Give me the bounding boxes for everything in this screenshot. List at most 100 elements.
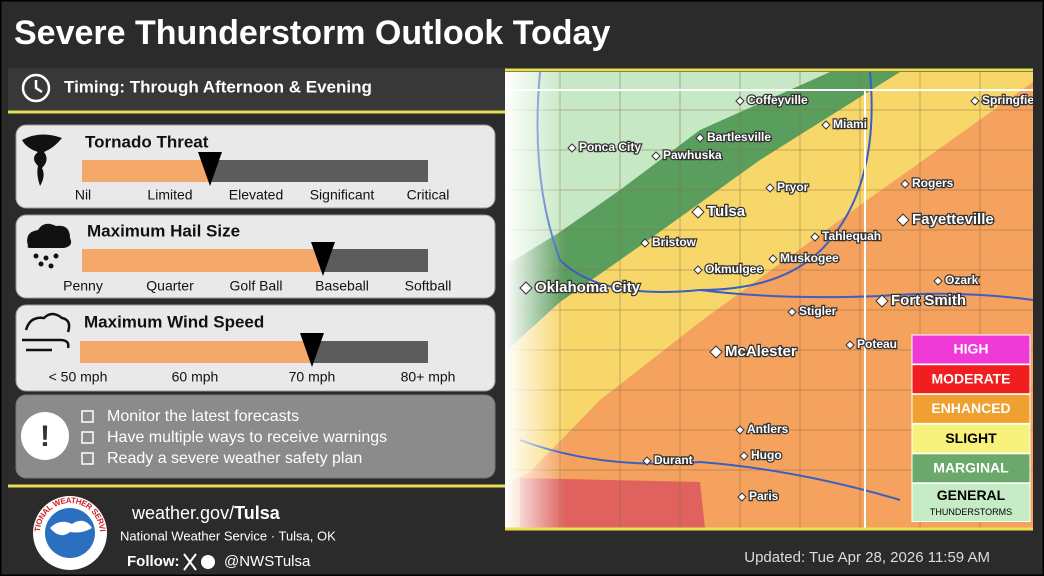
city-label: Bartlesville bbox=[707, 130, 771, 144]
city-marker bbox=[693, 265, 703, 275]
threat-marker bbox=[300, 333, 324, 367]
city-marker bbox=[642, 456, 652, 466]
handle: @NWSTulsa bbox=[224, 553, 311, 570]
city-label: Okmulgee bbox=[705, 262, 763, 276]
checkbox bbox=[81, 431, 94, 444]
city-marker bbox=[651, 151, 661, 161]
scale-label: Limited bbox=[147, 187, 192, 203]
general-area bbox=[505, 72, 830, 266]
map-fade bbox=[505, 72, 565, 528]
legend-label: MODERATE bbox=[931, 370, 1010, 386]
city-marker bbox=[735, 96, 745, 106]
city-marker bbox=[787, 307, 797, 317]
city-marker bbox=[768, 254, 778, 264]
updated: Updated: Tue Apr 28, 2026 11:59 AM bbox=[744, 549, 990, 566]
threat-marker bbox=[198, 152, 222, 186]
city-marker bbox=[737, 492, 747, 502]
scale-label: Nil bbox=[75, 187, 91, 203]
checkbox bbox=[81, 410, 94, 423]
city-marker bbox=[970, 96, 980, 106]
city-marker bbox=[765, 183, 775, 193]
city-label: Oklahoma City bbox=[535, 279, 641, 296]
city-marker bbox=[810, 232, 820, 242]
city-marker bbox=[640, 238, 650, 248]
legend-swatch bbox=[911, 364, 1031, 395]
scale-label: 60 mph bbox=[172, 369, 219, 385]
city-label: Paris bbox=[749, 489, 779, 503]
office: National Weather Service · Tulsa, OK bbox=[120, 528, 336, 543]
legend-swatch bbox=[911, 393, 1031, 424]
clock-hands bbox=[34, 80, 43, 94]
website: weather.gov/Tulsa bbox=[131, 503, 281, 523]
city-label: Durant bbox=[654, 453, 693, 467]
nws-logo-cloud bbox=[50, 520, 92, 536]
website-office: Tulsa bbox=[234, 503, 281, 523]
facebook-icon bbox=[201, 555, 215, 569]
panel-title: Maximum Wind Speed bbox=[84, 312, 264, 331]
threat-fill bbox=[82, 249, 323, 272]
alert-mark: ! bbox=[40, 420, 50, 453]
city-label: Springfield bbox=[982, 93, 1044, 107]
actions-panel bbox=[15, 394, 496, 479]
panel-title: Tornado Threat bbox=[85, 132, 209, 151]
city-label: Coffeyville bbox=[747, 93, 808, 107]
city-label: Bristow bbox=[652, 235, 697, 249]
moderate-area bbox=[520, 478, 705, 528]
panel-title: Maximum Hail Size bbox=[87, 221, 240, 240]
x-icon bbox=[183, 553, 197, 571]
scale-label: 70 mph bbox=[289, 369, 336, 385]
scale-label: Critical bbox=[407, 187, 450, 203]
city-marker bbox=[821, 120, 831, 130]
legend-label: SLIGHT bbox=[945, 430, 997, 446]
city-marker bbox=[735, 425, 745, 435]
scale-label: Golf Ball bbox=[230, 278, 283, 294]
nws-logo-inner bbox=[45, 508, 95, 558]
legend-swatch bbox=[911, 483, 1031, 522]
threat-marker bbox=[311, 242, 335, 276]
action-item: Monitor the latest forecasts bbox=[107, 408, 299, 425]
alert-icon bbox=[21, 412, 69, 460]
city-label: Ponca City bbox=[579, 140, 641, 154]
scale-label: Quarter bbox=[146, 278, 194, 294]
city-marker bbox=[567, 143, 577, 153]
clock-icon bbox=[21, 73, 51, 103]
scale-label: < 50 mph bbox=[49, 369, 108, 385]
city-label: Fayetteville bbox=[912, 211, 994, 228]
legend-label: MARGINAL bbox=[933, 460, 1009, 476]
legend-sublabel: THUNDERSTORMS bbox=[930, 507, 1012, 517]
city-label: Rogers bbox=[912, 176, 954, 190]
scale-label: Penny bbox=[63, 278, 103, 294]
city-marker bbox=[739, 451, 749, 461]
action-item: Have multiple ways to receive warnings bbox=[107, 429, 387, 446]
city-label: Tulsa bbox=[707, 203, 746, 220]
city-label: Antlers bbox=[747, 422, 789, 436]
city-marker bbox=[519, 281, 533, 295]
legend-swatch bbox=[911, 334, 1031, 365]
city-label: Pawhuska bbox=[663, 148, 722, 162]
legend-label: GENERAL bbox=[937, 487, 1006, 503]
tornado-icon bbox=[22, 134, 62, 186]
city-label: Stigler bbox=[799, 304, 837, 318]
legend-label: ENHANCED bbox=[931, 400, 1010, 416]
city-marker bbox=[875, 294, 889, 308]
wind-icon bbox=[22, 312, 71, 352]
city-marker bbox=[845, 340, 855, 350]
city-marker bbox=[695, 133, 705, 143]
hail-icon bbox=[27, 223, 72, 248]
city-label: Ozark bbox=[945, 273, 979, 287]
city-marker bbox=[900, 179, 910, 189]
city-label: Miami bbox=[833, 117, 867, 131]
scale-label: 80+ mph bbox=[401, 369, 456, 385]
city-label: Fort Smith bbox=[891, 292, 966, 309]
timing-bar bbox=[8, 68, 508, 110]
legend-swatch bbox=[911, 423, 1031, 454]
scale-label: Elevated bbox=[229, 187, 283, 203]
city-marker bbox=[691, 205, 705, 219]
city-marker bbox=[933, 276, 943, 286]
checkbox bbox=[81, 452, 94, 465]
action-item: Ready a severe weather safety plan bbox=[107, 450, 362, 467]
legend-label: HIGH bbox=[954, 341, 989, 357]
scale-label: Significant bbox=[310, 187, 375, 203]
city-marker bbox=[709, 345, 723, 359]
